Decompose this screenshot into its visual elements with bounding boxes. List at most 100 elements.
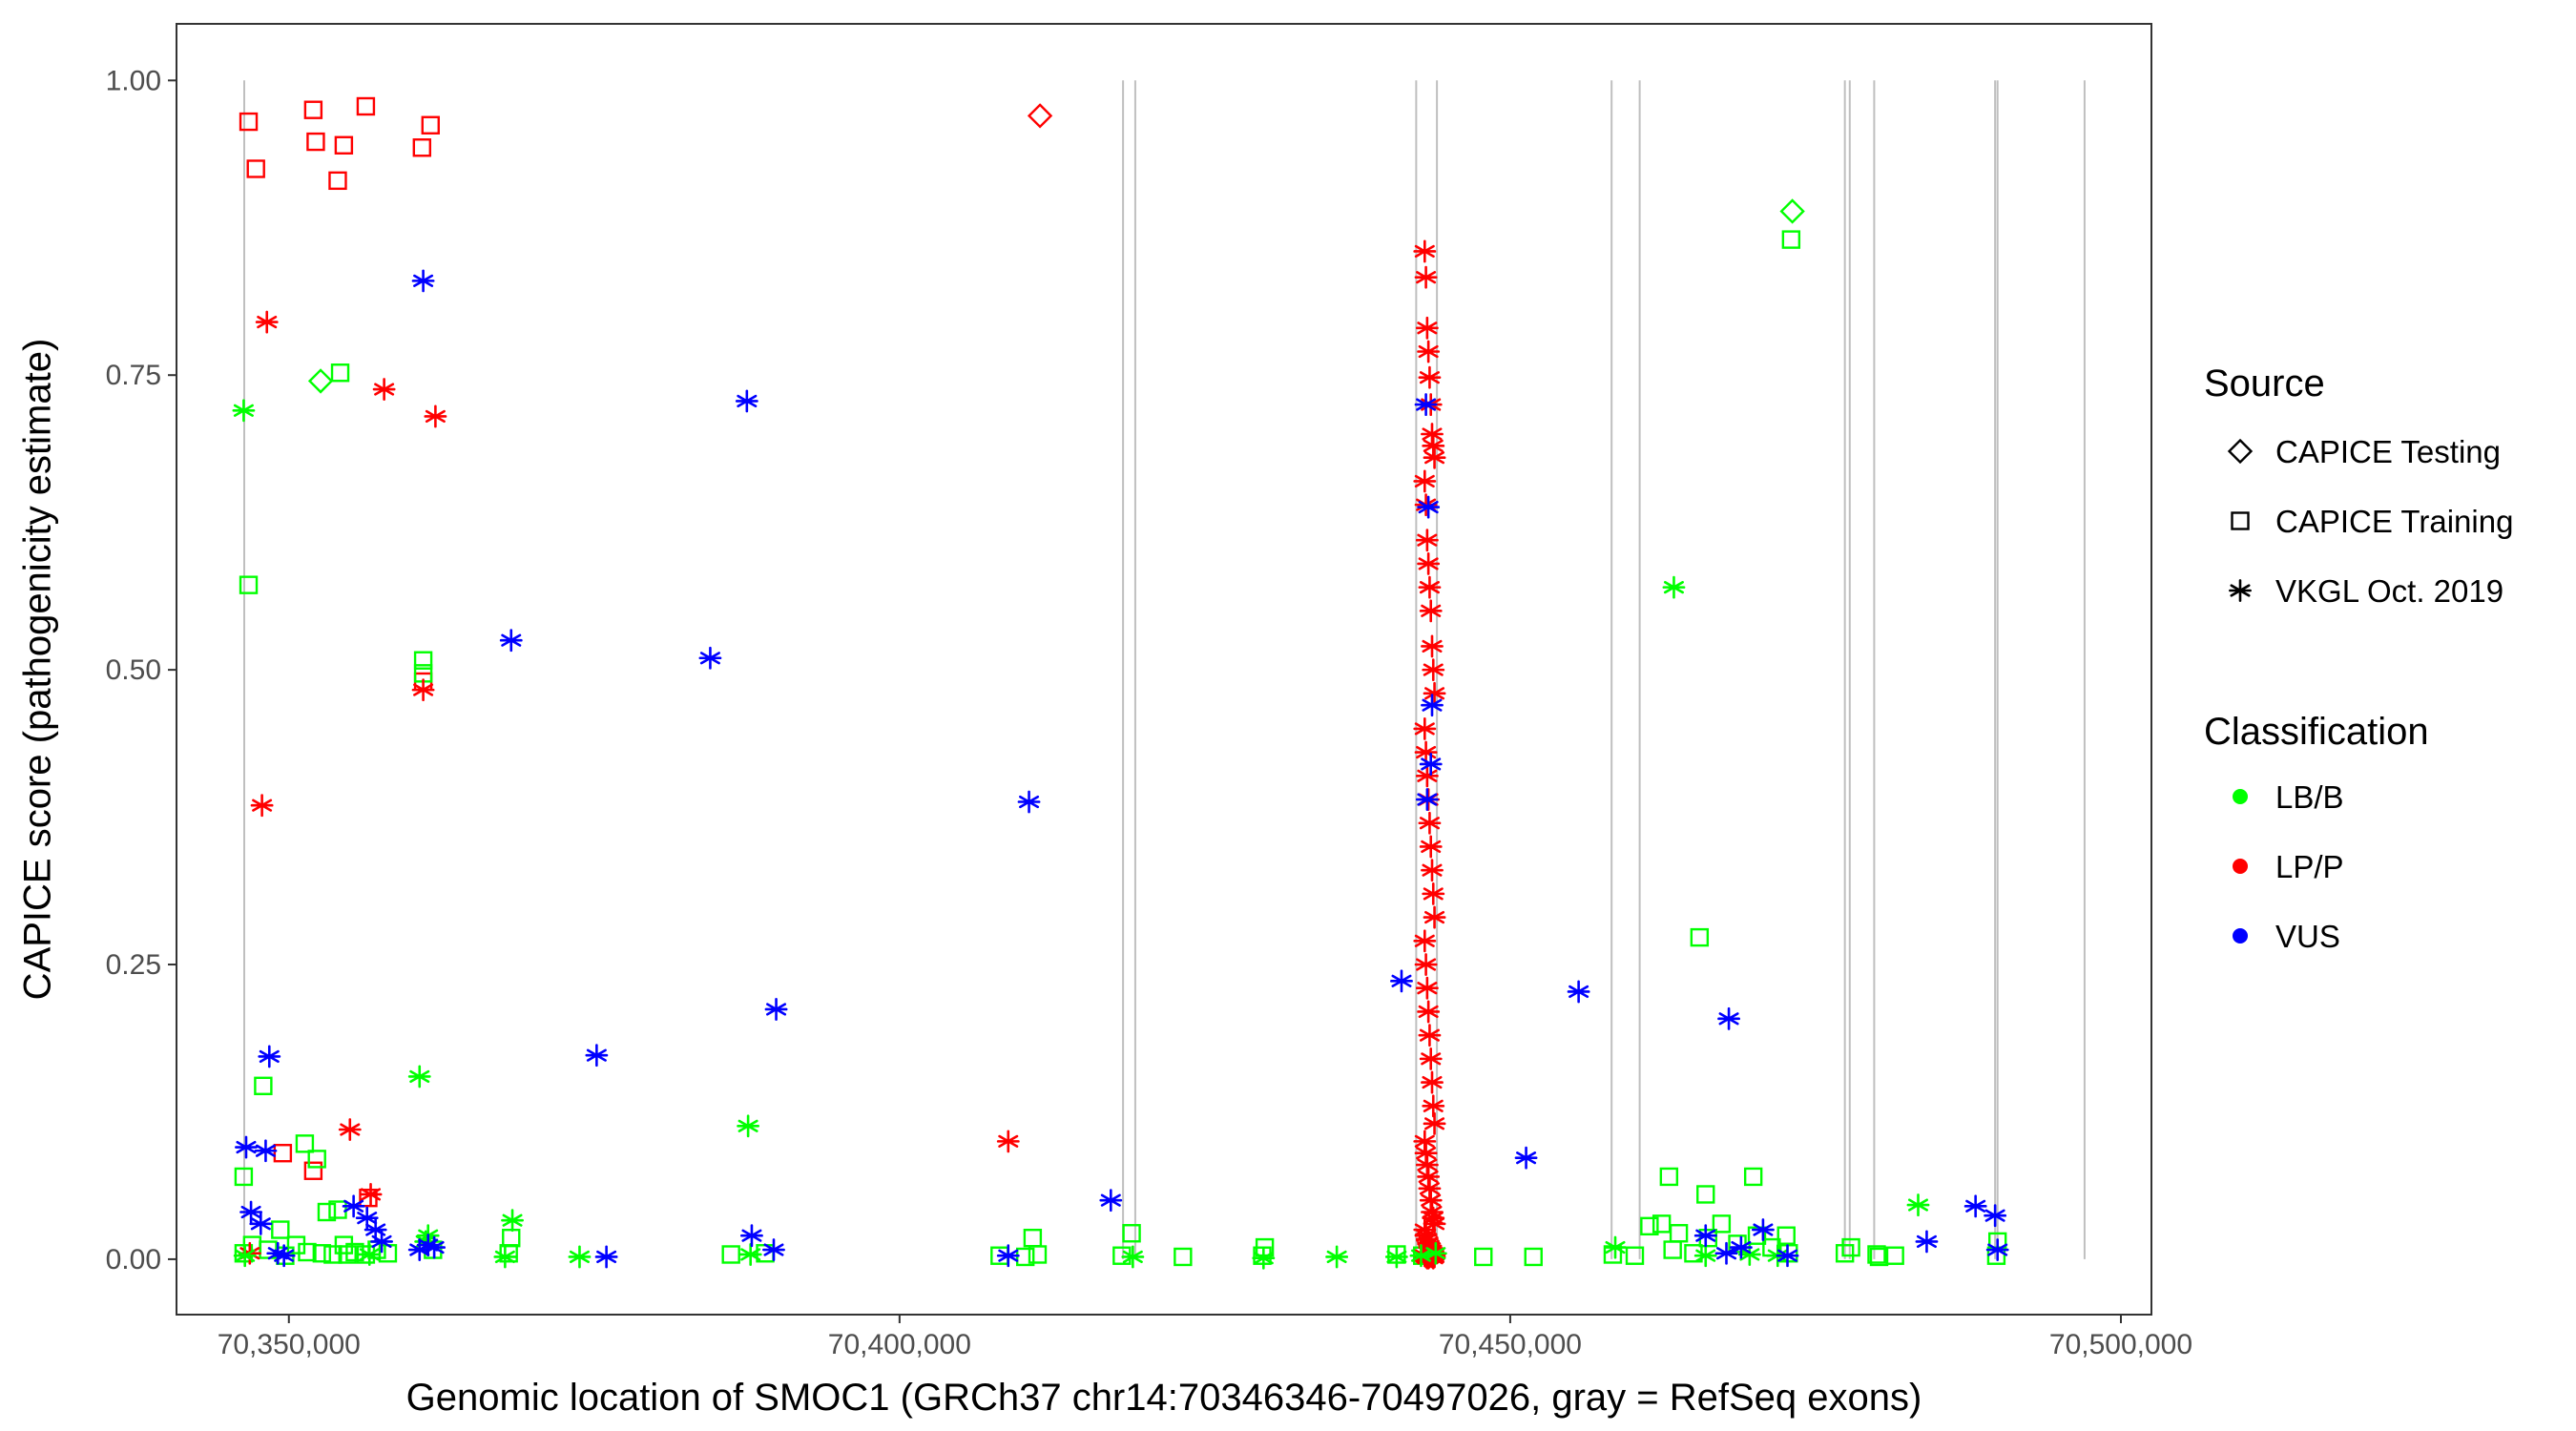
data-point bbox=[423, 1235, 447, 1259]
data-point bbox=[273, 1144, 293, 1163]
data-point bbox=[740, 1224, 763, 1248]
data-point bbox=[1414, 393, 1438, 417]
data-point bbox=[358, 1243, 382, 1266]
data-point bbox=[1693, 1224, 1717, 1248]
data-point bbox=[1421, 1070, 1444, 1094]
data-point bbox=[1419, 835, 1443, 859]
data-point bbox=[1409, 1244, 1433, 1268]
data-point bbox=[328, 171, 347, 191]
legend-classification-label: LP/P bbox=[2275, 849, 2344, 884]
data-point bbox=[312, 1244, 332, 1263]
legend-classification-label: VUS bbox=[2275, 919, 2340, 954]
data-point bbox=[1841, 1237, 1860, 1257]
data-point bbox=[1413, 239, 1437, 263]
data-point bbox=[1729, 1235, 1753, 1259]
data-point bbox=[306, 132, 325, 152]
legend-source-entries: CAPICE Testing CAPICE Training VKGL Oct. 2… bbox=[2227, 434, 2513, 609]
data-point bbox=[232, 399, 256, 423]
legend-classification-title: Classification bbox=[2204, 711, 2429, 753]
data-point bbox=[1906, 1193, 1930, 1217]
x-axis: 70,350,000 70,400,000 70,450,000 70,500,000 bbox=[218, 1315, 2192, 1360]
legend-source-label: CAPICE Training bbox=[2275, 504, 2513, 539]
y-axis-title: CAPICE score (pathogenicity estimate) bbox=[17, 339, 59, 1001]
data-point bbox=[1415, 316, 1439, 340]
data-point bbox=[239, 112, 259, 132]
data-point bbox=[303, 100, 323, 119]
data-point bbox=[359, 1183, 383, 1206]
data-point bbox=[239, 1200, 263, 1224]
data-point bbox=[1418, 365, 1442, 389]
data-point bbox=[1423, 1212, 1446, 1235]
data-point bbox=[1984, 1204, 2007, 1228]
data-point bbox=[1099, 1189, 1123, 1213]
data-point bbox=[1028, 1245, 1048, 1264]
data-point bbox=[1414, 1141, 1438, 1165]
data-point bbox=[1417, 1165, 1441, 1189]
data-point bbox=[493, 1245, 517, 1269]
data-point bbox=[1415, 764, 1439, 788]
data-point bbox=[411, 269, 435, 293]
legend-key-dot bbox=[2233, 789, 2248, 804]
data-point bbox=[1415, 529, 1439, 552]
data-point bbox=[421, 115, 440, 135]
data-point bbox=[317, 1202, 337, 1222]
data-point bbox=[307, 368, 334, 394]
data-point bbox=[996, 1130, 1020, 1153]
data-point bbox=[1659, 1167, 1679, 1187]
data-point bbox=[370, 1230, 393, 1254]
data-point bbox=[1415, 976, 1439, 1000]
legend-key-diamond bbox=[2227, 438, 2254, 465]
data-point bbox=[1423, 446, 1446, 469]
data-point bbox=[1625, 1246, 1645, 1265]
data-point bbox=[271, 1220, 290, 1239]
data-point bbox=[303, 1161, 323, 1180]
data-point bbox=[1417, 1000, 1441, 1024]
data-point bbox=[1776, 1226, 1796, 1245]
data-point bbox=[1717, 1006, 1740, 1030]
data-point bbox=[1743, 1167, 1763, 1187]
data-point bbox=[235, 1135, 258, 1159]
data-point bbox=[413, 651, 433, 670]
legend-source-label: VKGL Oct. 2019 bbox=[2275, 573, 2503, 609]
data-point bbox=[594, 1245, 618, 1269]
data-point bbox=[1779, 198, 1805, 224]
data-point bbox=[323, 1245, 343, 1264]
data-point bbox=[364, 1218, 387, 1241]
data-point bbox=[1325, 1245, 1349, 1269]
data-point bbox=[1421, 634, 1444, 658]
data-point bbox=[338, 1118, 362, 1141]
data-point bbox=[1690, 927, 1710, 947]
x-tick-label: 70,500,000 bbox=[2049, 1329, 2192, 1360]
data-point bbox=[1835, 1244, 1855, 1263]
data-point bbox=[1121, 1245, 1145, 1269]
data-point bbox=[1390, 969, 1413, 993]
data-point bbox=[1422, 658, 1445, 682]
data-point bbox=[764, 998, 788, 1021]
data-point bbox=[1474, 1247, 1493, 1267]
data-point bbox=[1776, 1244, 1799, 1268]
data-point bbox=[1384, 1245, 1408, 1269]
data-point bbox=[255, 310, 279, 334]
data-point bbox=[1963, 1194, 1987, 1218]
data-point bbox=[1417, 551, 1441, 575]
data-point bbox=[568, 1245, 592, 1269]
data-point bbox=[1417, 495, 1441, 519]
data-point bbox=[246, 159, 265, 178]
data-point bbox=[334, 135, 354, 155]
data-point bbox=[1781, 230, 1801, 249]
data-point bbox=[1915, 1230, 1939, 1254]
data-point bbox=[762, 1238, 785, 1261]
data-point bbox=[1252, 1246, 1276, 1270]
data-point bbox=[1422, 1094, 1445, 1118]
data-point bbox=[1712, 1214, 1732, 1234]
data-point bbox=[1418, 1024, 1442, 1047]
data-point bbox=[1696, 1185, 1715, 1204]
data-point bbox=[1421, 859, 1444, 882]
data-point bbox=[1419, 599, 1443, 623]
legend-classification-label: LB/B bbox=[2275, 779, 2344, 815]
x-tick-label: 70,450,000 bbox=[1439, 1329, 1582, 1360]
x-axis-title: Genomic location of SMOC1 (GRCh37 chr14:… bbox=[406, 1377, 1922, 1419]
data-point bbox=[996, 1244, 1020, 1268]
data-point bbox=[355, 1206, 379, 1230]
